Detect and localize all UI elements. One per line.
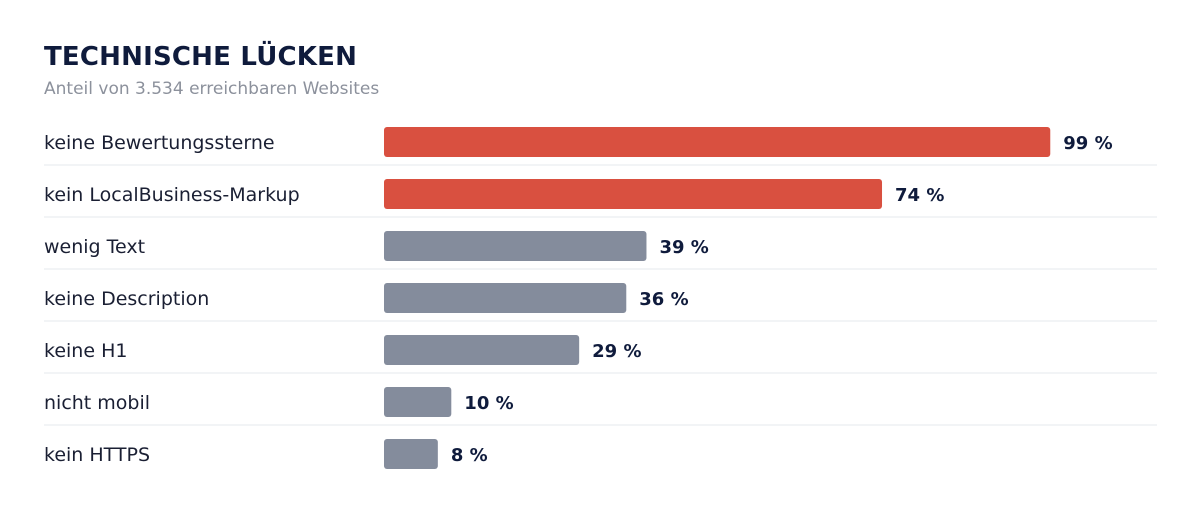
bar (384, 127, 1051, 157)
category-label: nicht mobil (44, 392, 150, 414)
chart-subtitle: Anteil von 3.534 erreichbaren Websites (44, 79, 380, 99)
category-label: keine H1 (44, 340, 127, 362)
bar (384, 231, 647, 261)
value-label: 10 % (464, 393, 513, 414)
bar (384, 283, 627, 313)
category-label: kein HTTPS (44, 444, 150, 466)
value-label: 74 % (895, 185, 944, 206)
category-label: keine Bewertungssterne (44, 132, 275, 154)
value-label: 99 % (1063, 133, 1112, 154)
value-label: 29 % (592, 341, 641, 362)
bar (384, 179, 883, 209)
chart-title: TECHNISCHE LÜCKEN (44, 42, 358, 72)
value-label: 36 % (639, 289, 688, 310)
category-label: keine Description (44, 288, 209, 310)
value-label: 8 % (451, 445, 488, 466)
category-label: wenig Text (44, 236, 145, 258)
bar (384, 439, 438, 469)
bar (384, 387, 452, 417)
bar (384, 335, 580, 365)
value-label: 39 % (659, 237, 708, 258)
category-label: kein LocalBusiness-Markup (44, 184, 300, 206)
